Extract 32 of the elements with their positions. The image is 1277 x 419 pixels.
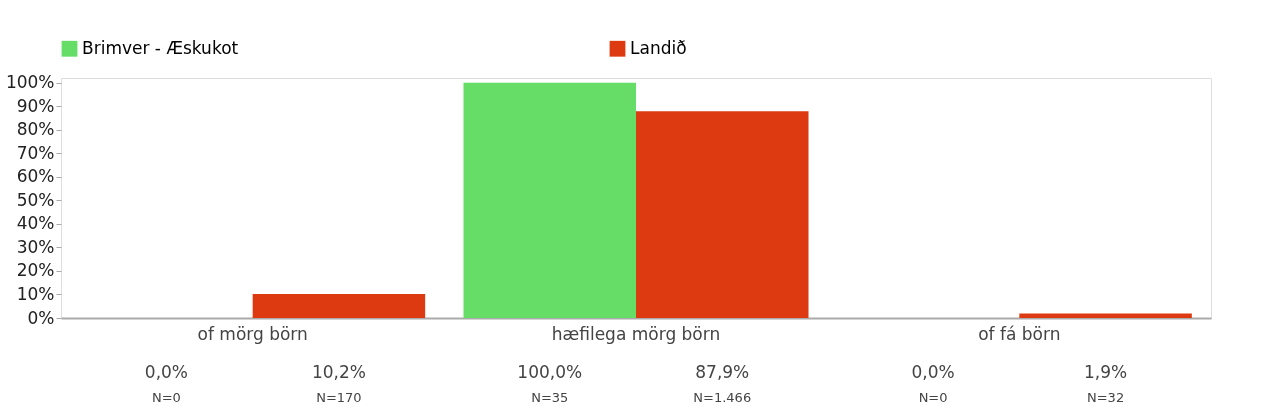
y-tick-label: 90%: [16, 95, 55, 116]
data-label: 100,0%: [517, 362, 583, 382]
x-tick-label: hæfilega mörg börn: [551, 323, 721, 344]
legend-label: Landið: [630, 37, 687, 58]
y-tick-label: 40%: [16, 213, 55, 234]
bar: [1019, 313, 1192, 318]
y-tick-label: 10%: [16, 283, 55, 304]
bar: [636, 111, 809, 318]
x-tick-label: of mörg börn: [197, 323, 308, 344]
text: N=32: [1087, 390, 1125, 405]
y-tick-label: 80%: [16, 119, 55, 140]
y-tick-label: 50%: [16, 189, 55, 210]
data-label: 1,9%: [1083, 362, 1128, 382]
y-tick-label: 30%: [16, 236, 55, 257]
y-tick-label: 70%: [16, 142, 55, 163]
y-tick-label: 100%: [5, 72, 55, 93]
text: N=35: [531, 390, 569, 405]
data-label: 87,9%: [695, 362, 750, 382]
legend-label: Brimver - Æskukot: [82, 37, 239, 58]
y-tick-label: 60%: [16, 166, 55, 187]
y-tick-label: 0%: [27, 307, 55, 328]
text: N=0: [918, 390, 948, 405]
x-tick-label: of fá börn: [978, 323, 1061, 344]
data-label: 10,2%: [311, 362, 366, 382]
text: N=0: [151, 390, 181, 405]
data-label: 0,0%: [911, 362, 955, 382]
bar: [463, 82, 636, 318]
y-tick-label: 20%: [16, 260, 55, 281]
bar: [252, 294, 426, 318]
data-label: 0,0%: [144, 362, 189, 382]
text: N=170: [316, 390, 362, 405]
text: N=1.466: [693, 390, 752, 405]
